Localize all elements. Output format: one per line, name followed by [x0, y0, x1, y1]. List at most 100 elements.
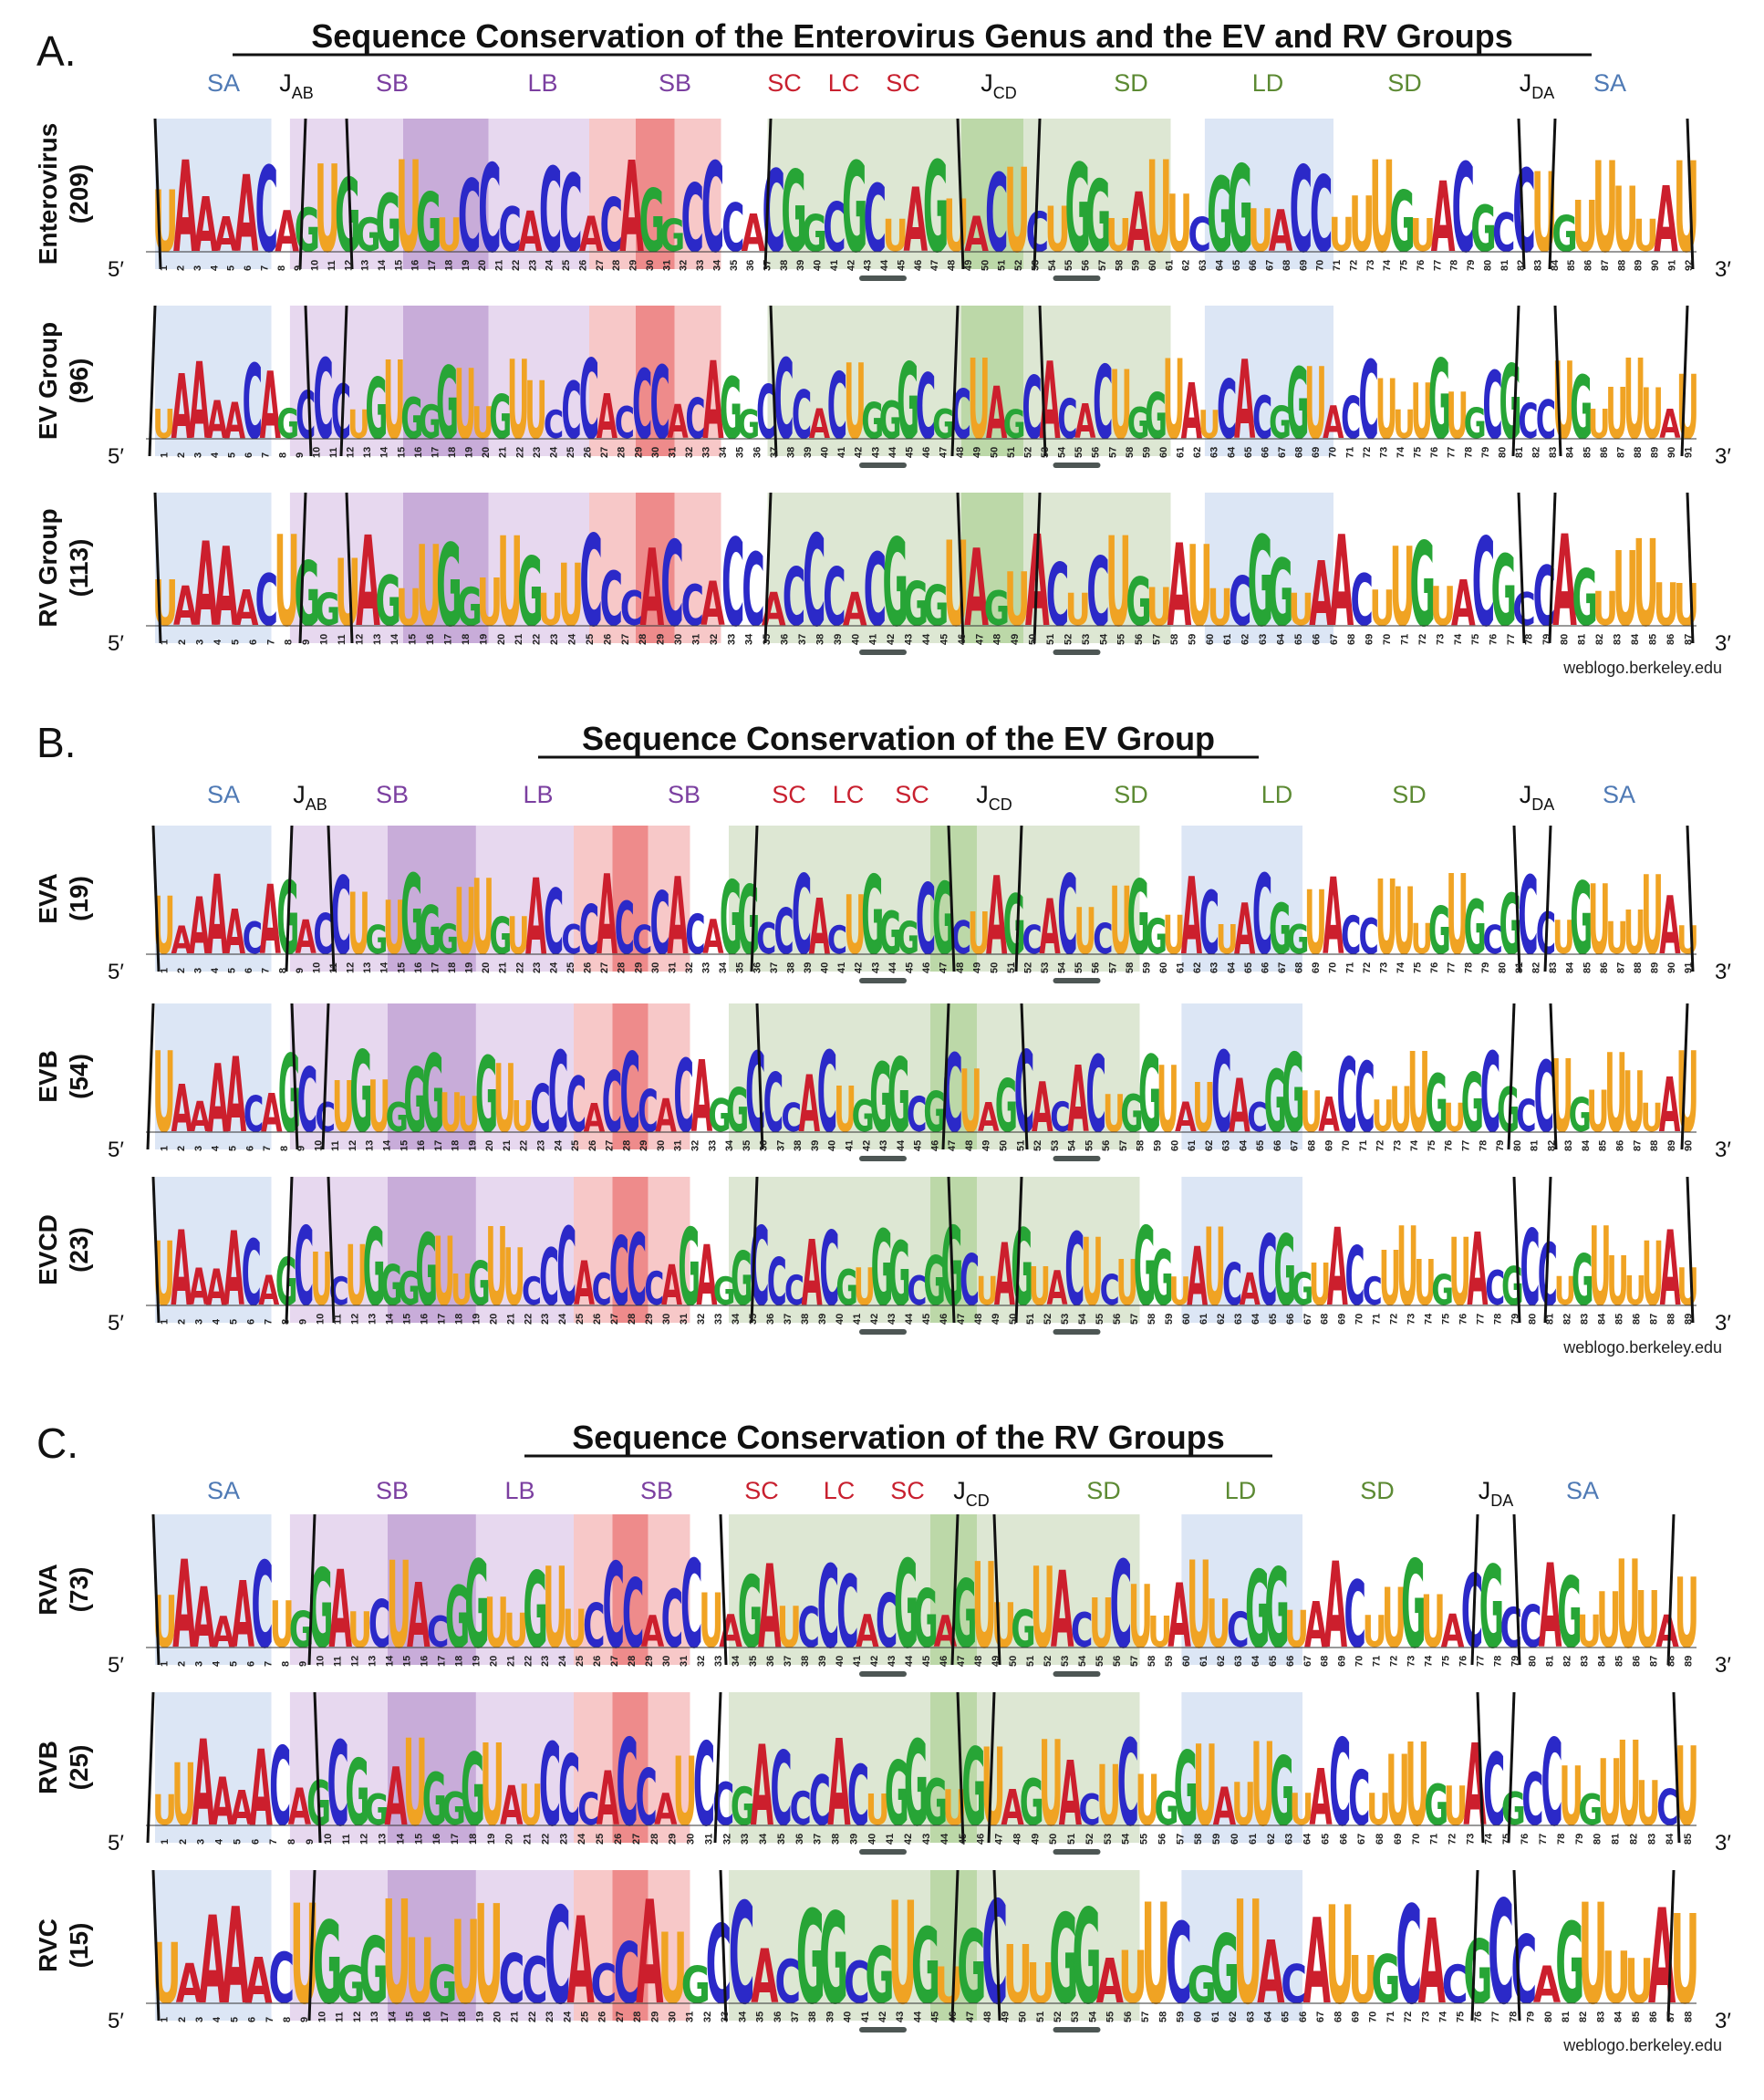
position-number: 11 — [341, 1834, 352, 1845]
logo-letter: G — [913, 1572, 938, 1666]
position-number: 33 — [707, 1140, 718, 1151]
region-label: SA — [207, 781, 240, 808]
logo-letter: A — [751, 1934, 778, 2020]
logo-letter: C — [544, 402, 564, 447]
region-band-lc — [612, 1692, 649, 1843]
weblogo-watermark: weblogo.berkeley.edu — [1562, 1338, 1722, 1357]
logo-letter: C — [693, 1717, 715, 1852]
position-number: 61 — [1222, 634, 1233, 645]
position-number: 10 — [315, 1314, 326, 1325]
position-number: 79 — [1480, 962, 1491, 973]
position-number: 25 — [585, 634, 596, 645]
position-number: 31 — [679, 1656, 690, 1667]
region-label: LB — [523, 781, 553, 808]
position-number: 11 — [332, 1656, 343, 1667]
position-number: 51 — [1066, 1834, 1077, 1845]
position-number: 4 — [209, 265, 220, 271]
logo-letter: G — [1245, 1550, 1270, 1673]
region-separator — [298, 492, 307, 644]
position-number: 82 — [1628, 1834, 1639, 1845]
position-number: 37 — [790, 2012, 801, 2022]
position-number: 31 — [685, 2012, 696, 2022]
logo-letter: A — [173, 576, 198, 638]
logo-letter: G — [1127, 860, 1150, 979]
logo-letter: A — [597, 1755, 619, 1843]
logo-letter: U — [1675, 1559, 1699, 1669]
position-number: 54 — [1067, 1139, 1078, 1151]
position-number: 87 — [1665, 2012, 1676, 2022]
position-number: 65 — [1320, 1834, 1331, 1845]
position-number: 69 — [1337, 1656, 1348, 1667]
logo-letter: G — [380, 1254, 402, 1318]
five-prime-label: 5′ — [108, 444, 124, 469]
position-number: 34 — [744, 633, 755, 645]
position-number: 12 — [359, 1834, 370, 1845]
panel-title: Sequence Conservation of the Enterovirus… — [311, 17, 1513, 55]
position-number: 58 — [1147, 1314, 1157, 1325]
logo-letter: U — [416, 523, 441, 651]
logo-letter: U — [1624, 899, 1645, 969]
logo-letter: C — [602, 1055, 622, 1152]
logo-letter: U — [519, 1773, 544, 1838]
position-number: 64 — [1276, 633, 1287, 645]
logo-letter: C — [1442, 1953, 1468, 2015]
position-number: 36 — [773, 2012, 783, 2022]
logo-letter: U — [1309, 1251, 1331, 1318]
position-number: 74 — [1409, 1139, 1420, 1151]
region-separator — [956, 492, 965, 644]
logo-letter: G — [852, 1092, 875, 1142]
logo-letter: G — [639, 171, 665, 271]
position-number: 27 — [595, 260, 606, 271]
position-number: 23 — [540, 1656, 551, 1667]
logo-letter: C — [577, 1784, 599, 1835]
position-number: 43 — [870, 962, 881, 973]
logo-letter: U — [387, 1538, 411, 1676]
position-number: 58 — [1169, 634, 1180, 645]
logo-letter: A — [189, 1094, 211, 1142]
region-separator — [1517, 492, 1526, 644]
position-number: 78 — [1478, 1140, 1489, 1151]
logo-letter: C — [763, 1055, 783, 1150]
logo-letter: A — [224, 898, 245, 968]
region-label: SB — [659, 69, 691, 97]
position-number: 58 — [1147, 1656, 1157, 1667]
position-number: 60 — [1147, 260, 1158, 271]
position-number: 20 — [481, 962, 492, 973]
position-number: 21 — [505, 1656, 516, 1667]
region-band-sd — [977, 1003, 1140, 1149]
position-number: 86 — [1632, 1656, 1643, 1667]
position-number: 51 — [997, 260, 1008, 271]
position-number: 53 — [1040, 962, 1051, 973]
logo-letter: G — [461, 1731, 485, 1847]
position-number: 59 — [1153, 1140, 1164, 1151]
position-number: 4 — [213, 639, 223, 645]
logo-letter: G — [376, 562, 401, 641]
position-number: 35 — [748, 1656, 759, 1667]
position-number: 89 — [1666, 1140, 1677, 1151]
position-number: 39 — [803, 447, 814, 458]
position-number: 81 — [1611, 1834, 1622, 1845]
position-number: 81 — [1577, 634, 1588, 645]
position-number: 12 — [354, 634, 365, 645]
logo-letter: U — [1248, 197, 1273, 265]
logo-letter: A — [1327, 1207, 1348, 1331]
region-band-lb — [388, 1003, 476, 1149]
logo-letter: G — [415, 1212, 437, 1328]
position-number: 61 — [1248, 1834, 1259, 1845]
position-number: 18 — [447, 962, 458, 973]
row-label: RVC (15) — [34, 1918, 93, 1972]
position-number: 38 — [793, 1140, 804, 1151]
position-number: 63 — [1258, 634, 1269, 645]
logo-letter: C — [620, 582, 643, 637]
position-number: 16 — [419, 1656, 430, 1667]
region-band-sa — [1181, 1870, 1302, 2021]
logo-letter: U — [436, 210, 462, 263]
alignment-lines — [146, 118, 1697, 2032]
position-number: 79 — [1510, 1656, 1521, 1667]
logo-letter: C — [1396, 1877, 1422, 2034]
logo-letter: U — [1128, 1567, 1153, 1667]
logo-letter: U — [348, 402, 369, 448]
logo-letter: G — [842, 137, 867, 281]
logo-letter: A — [260, 354, 281, 460]
logo-letter: G — [887, 1038, 910, 1157]
